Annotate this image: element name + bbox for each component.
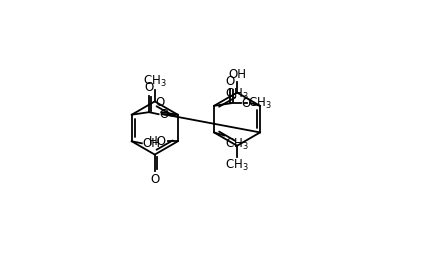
Text: O: O <box>159 108 169 121</box>
Text: O: O <box>226 74 235 88</box>
Text: CH$_3$: CH$_3$ <box>225 158 249 174</box>
Text: O: O <box>242 97 250 110</box>
Text: OH: OH <box>143 137 161 150</box>
Text: O: O <box>144 81 154 94</box>
Text: CH$_3$: CH$_3$ <box>225 137 249 152</box>
Text: CH$_3$: CH$_3$ <box>225 87 249 102</box>
Text: O: O <box>155 96 165 109</box>
Text: CH$_3$: CH$_3$ <box>143 74 167 89</box>
Text: O: O <box>150 173 159 186</box>
Text: OH: OH <box>228 68 246 81</box>
Text: CH$_3$: CH$_3$ <box>248 96 271 111</box>
Text: HO: HO <box>149 135 167 148</box>
